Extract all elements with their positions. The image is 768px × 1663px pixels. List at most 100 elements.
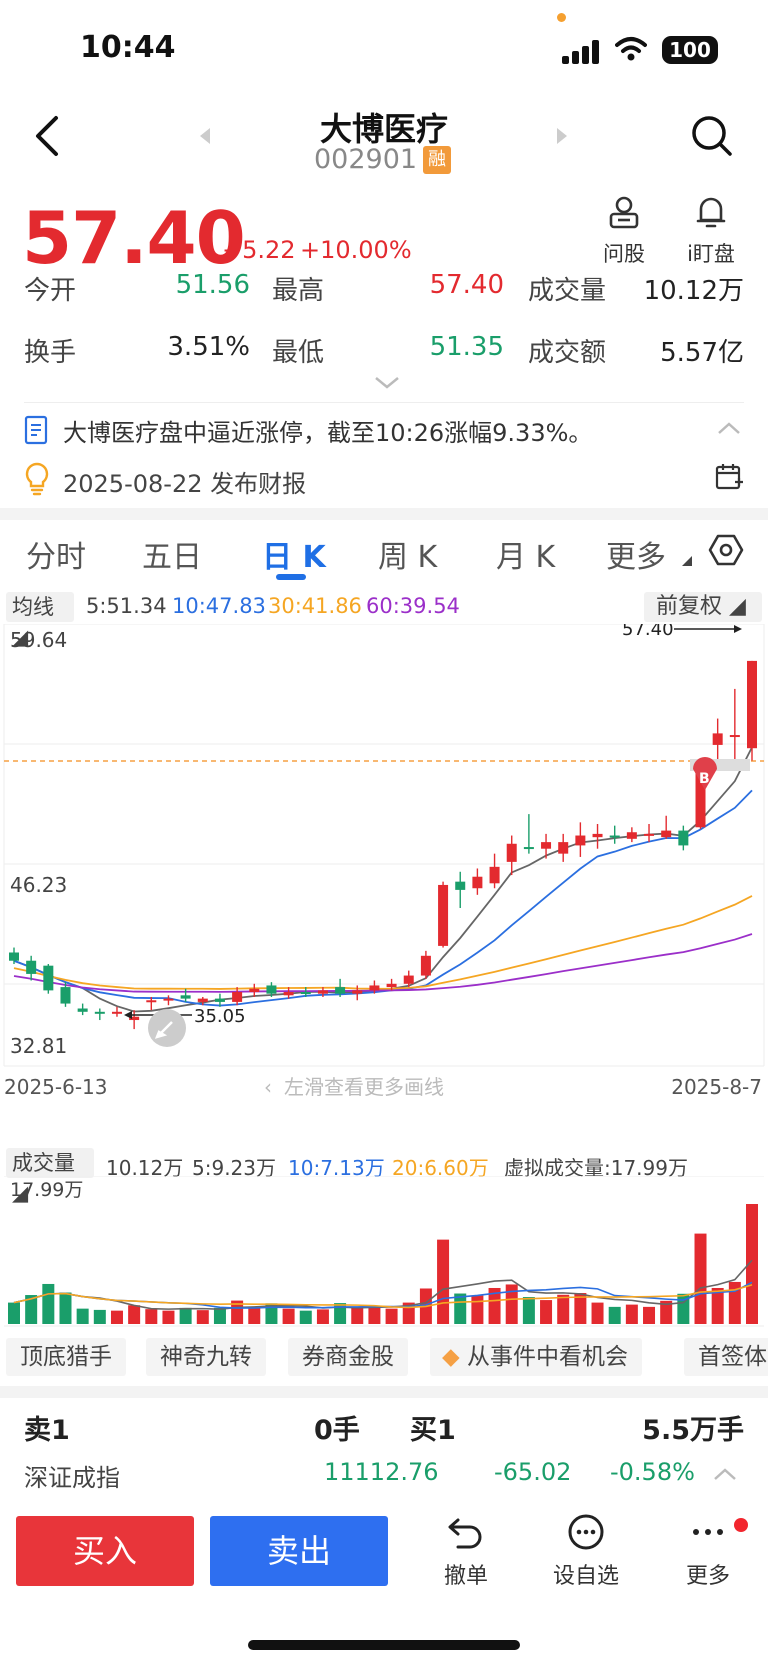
buy-button[interactable]: 买入 (16, 1516, 194, 1586)
candle-body (386, 983, 397, 988)
index-expand-chevron-icon[interactable] (712, 1466, 738, 1482)
candle-body (747, 660, 757, 749)
bid1-quantity: 5.5万手 (642, 1415, 744, 1446)
index-change: -65.02 (494, 1458, 572, 1486)
sell-button[interactable]: 卖出 (210, 1516, 388, 1586)
earnings-report-date[interactable]: 2025-08-22 发布财报 (63, 470, 307, 498)
volume-ma10-line (13, 1281, 753, 1309)
volume-bar (248, 1307, 261, 1324)
tab-five-day[interactable]: 五日 (142, 540, 202, 575)
tool-top-bottom-hunter[interactable]: 顶底猎手 (6, 1338, 126, 1376)
more-dots-icon (693, 1529, 723, 1535)
volume-bar (625, 1304, 638, 1324)
add-watchlist-label: 设自选 (552, 1564, 619, 1589)
collapse-chevron-icon[interactable] (716, 420, 742, 436)
ma-selector[interactable]: 均线 ◢ (6, 592, 74, 649)
tool-broker-picks[interactable]: 券商金股 (288, 1338, 408, 1376)
turnover-label: 换手 (24, 338, 77, 368)
home-indicator (248, 1640, 520, 1650)
ma60-legend: 60:39.54 (366, 594, 460, 618)
stock-name: 大博医疗 (319, 110, 448, 148)
index-name[interactable]: 深证成指 (24, 1464, 120, 1492)
amount-value: 5.57亿 (660, 338, 744, 368)
expand-chevron-icon[interactable] (372, 374, 402, 392)
date-start-label: 2025-6-13 (4, 1075, 108, 1099)
candle-body (661, 830, 672, 838)
volume-bar (110, 1310, 123, 1324)
tab-monthly-k[interactable]: 月 K (496, 540, 556, 575)
diamond-icon: ◆ (442, 1344, 460, 1370)
tool-first-sign[interactable]: 首签体 (684, 1338, 768, 1376)
candle-body (43, 965, 54, 991)
open-label: 今开 (24, 276, 77, 306)
candle-body (541, 842, 552, 849)
next-stock-icon[interactable] (555, 128, 569, 144)
volume-bar (505, 1284, 518, 1324)
candle-body (283, 992, 294, 996)
price-change-pct: +10.00% (300, 236, 412, 264)
candle-body (729, 735, 740, 738)
buy-marker (693, 757, 717, 790)
volume-bar (574, 1293, 587, 1324)
add-watchlist-button[interactable]: 设自选 (546, 1512, 626, 1590)
volume-bar (643, 1306, 656, 1324)
candle-body (575, 835, 586, 846)
tab-intraday[interactable]: 分时 (26, 540, 86, 575)
volume-bar (454, 1293, 467, 1324)
tool-event-opportunity[interactable]: ◆ 从事件中看机会 (430, 1338, 643, 1376)
candle-body (94, 1011, 105, 1014)
volume-ma5-line (13, 1259, 753, 1310)
swipe-hint: 左滑查看更多画线 (284, 1075, 444, 1099)
candle-body (232, 992, 243, 1002)
active-tab-indicator (276, 574, 306, 580)
ask1-quantity: 0手 (314, 1415, 360, 1446)
prev-stock-icon[interactable] (198, 128, 212, 144)
settings-hexagon-icon[interactable] (708, 532, 744, 568)
swipe-hint-chevron-icon: ‹ (264, 1075, 272, 1099)
calendar-icon[interactable] (714, 462, 744, 492)
index-value: 11112.76 (324, 1458, 439, 1486)
search-icon[interactable] (690, 114, 734, 158)
section-separator (0, 1386, 768, 1398)
status-time: 10:44 (80, 30, 176, 65)
volume-label: 成交量 (528, 276, 607, 306)
candle-body (111, 1011, 122, 1014)
volume-bar (8, 1302, 20, 1324)
volume-bar (299, 1310, 312, 1324)
volume-bar (608, 1306, 621, 1324)
watch-button[interactable]: i盯盘 (676, 194, 746, 268)
candle-body (146, 1000, 157, 1003)
cancel-order-button[interactable]: 撤单 (426, 1512, 506, 1590)
low-marker-arrow (124, 1011, 132, 1019)
volume-bar (282, 1308, 295, 1324)
tab-daily-k[interactable]: 日 K (262, 540, 326, 575)
candle-body (678, 830, 689, 846)
watch-label: i盯盘 (687, 242, 735, 266)
tool-magic-nine[interactable]: 神奇九转 (146, 1338, 266, 1376)
price-adjust-selector[interactable]: 前复权 ◢ (644, 592, 762, 622)
candle-body (369, 985, 380, 991)
volume-bar (694, 1233, 707, 1324)
candlestick-chart[interactable]: 59.64 46.23 32.81 57.40 35.05 B 2025-6-1… (0, 624, 768, 1104)
news-headline[interactable]: 大博医疗盘中逼近涨停，截至10:26涨幅9.33%。 (63, 419, 593, 447)
back-icon[interactable] (30, 112, 66, 160)
candle-body (214, 998, 225, 1002)
volume-bar (145, 1309, 158, 1324)
low-value: 51.35 (429, 332, 504, 362)
candle-body (489, 866, 500, 884)
document-icon (24, 415, 48, 445)
more-button[interactable]: 更多 (668, 1512, 748, 1590)
ask-stock-button[interactable]: 问股 (596, 194, 652, 268)
current-price: 57.40 (22, 196, 246, 280)
tab-weekly-k[interactable]: 周 K (378, 540, 438, 575)
candle-body (455, 881, 466, 890)
candle-body (472, 876, 483, 889)
chat-dots-icon (568, 1514, 604, 1550)
ma5-legend: 5:51.34 (86, 594, 167, 618)
candle-body (712, 733, 723, 745)
ma5-line (13, 746, 753, 1013)
volume-indicator-selector[interactable]: 成交量 ◢ (6, 1148, 94, 1205)
buy-marker-label: B (699, 771, 710, 787)
tab-more[interactable]: 更多 (606, 540, 666, 575)
volume-bar (711, 1287, 724, 1324)
